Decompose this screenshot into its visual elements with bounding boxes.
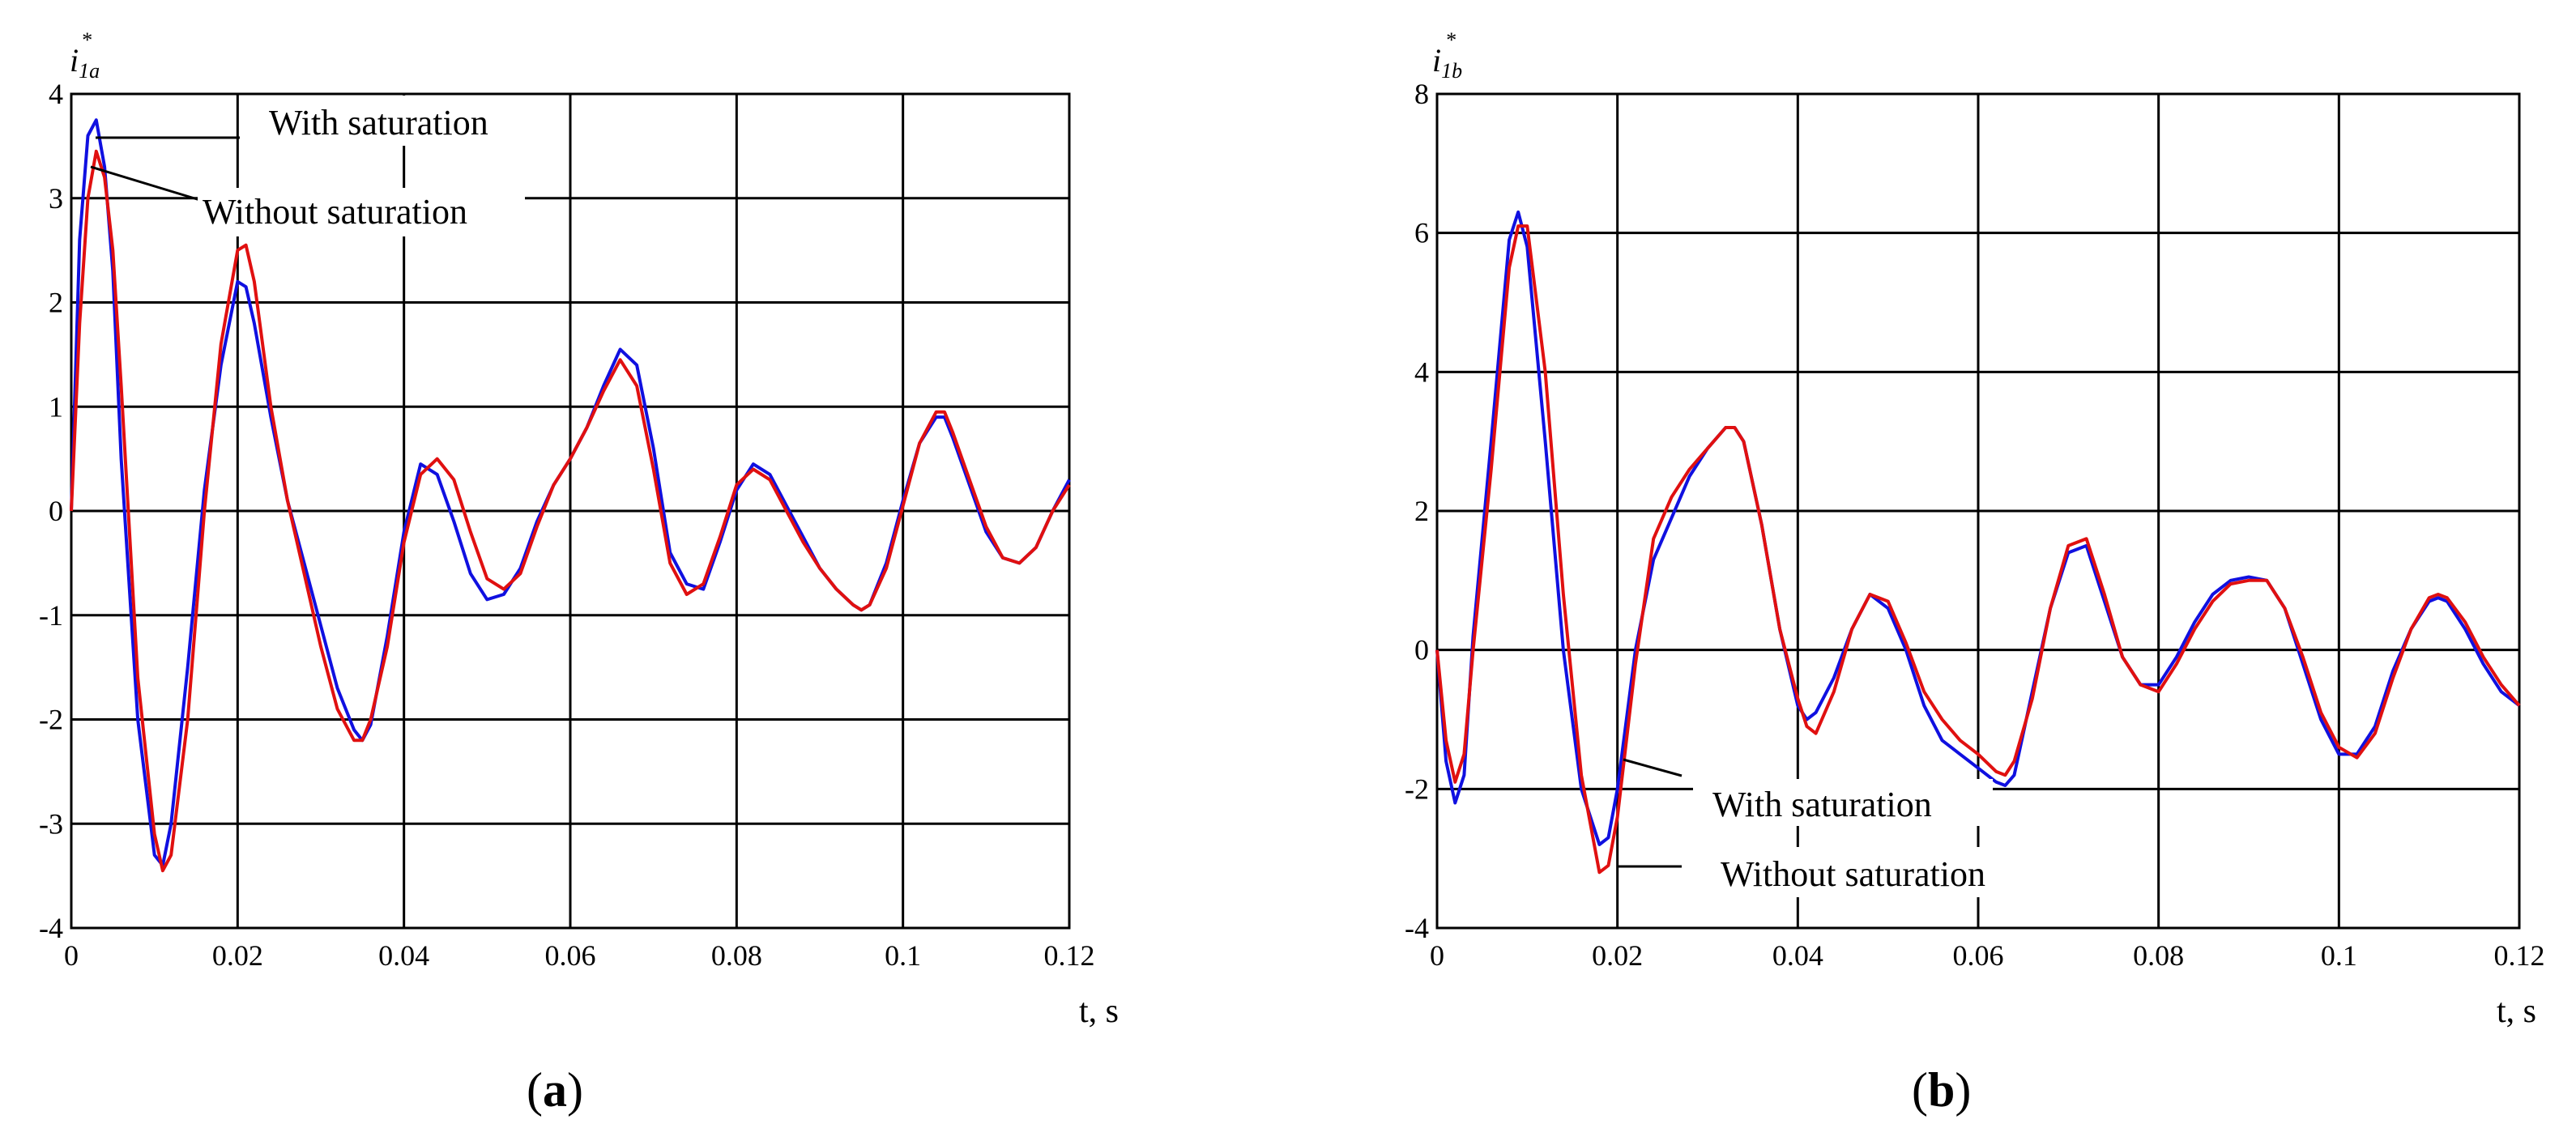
x-axis-label-a: t, s <box>1079 993 1119 1030</box>
annotation-with-saturation-a: With saturation <box>269 103 488 143</box>
x-tick-label-b-0: 0 <box>1430 939 1444 972</box>
x-tick-label-a-3: 0.06 <box>545 939 596 972</box>
y-tick-label-a-0: -4 <box>39 912 63 944</box>
y-tick-label-a-5: 1 <box>49 390 63 423</box>
y-tick-label-a-1: -3 <box>39 807 63 840</box>
y-tick-label-b-0: -4 <box>1405 912 1429 944</box>
x-tick-label-a-0: 0 <box>64 939 79 972</box>
x-tick-label-a-5: 0.1 <box>885 939 921 972</box>
annotation-with-saturation-b: With saturation <box>1712 785 1932 824</box>
annotations-b: With saturation Without saturation <box>1619 758 2071 897</box>
y-tick-label-a-7: 3 <box>49 182 63 215</box>
chart-panel-b: 0 0.02 0.04 0.06 0.08 0.1 0.12 -4 -2 0 2 4 6 8 With s… <box>1405 28 2545 1117</box>
panel-paren-open-b: ( <box>1912 1063 1928 1117</box>
x-axis-label-b: t, s <box>2497 993 2536 1030</box>
y-tick-label-a-6: 2 <box>49 287 63 319</box>
series-line-b-without-saturation <box>1435 224 2521 875</box>
ylabel-base-b: i <box>1432 42 1441 79</box>
x-tick-label-b-3: 0.06 <box>1953 939 2004 972</box>
x-tick-label-b-1: 0.02 <box>1592 939 1643 972</box>
leader-without-saturation-a <box>90 165 203 202</box>
ylabel-base-a: i <box>70 42 79 79</box>
x-tick-label-a-6: 0.12 <box>1044 939 1095 972</box>
y-tick-label-b-2: 0 <box>1414 634 1429 666</box>
annotation-bg-with-saturation-a <box>243 96 535 146</box>
annotation-without-saturation-a: Without saturation <box>203 192 467 232</box>
annotation-without-saturation-b: Without saturation <box>1721 854 1985 894</box>
y-tick-label-a-2: -2 <box>39 704 63 736</box>
y-tick-label-b-3: 2 <box>1414 495 1429 527</box>
ylabel-sup-a: * <box>81 28 92 52</box>
leader-with-saturation-b <box>1623 758 1683 777</box>
grid-b <box>1435 92 2521 930</box>
panel-paren-open-a: ( <box>527 1063 543 1117</box>
panel-paren-close-b: ) <box>1955 1063 1971 1117</box>
ylabel-sup-b: * <box>1445 28 1456 52</box>
y-tick-label-a-8: 4 <box>49 78 63 110</box>
grid-a <box>70 92 1071 930</box>
panel-letter-b: b <box>1928 1063 1955 1117</box>
x-tick-label-b-2: 0.04 <box>1772 939 1823 972</box>
series-group-b <box>1435 210 2521 875</box>
panel-label-a: (a) <box>527 1063 583 1117</box>
y-axis-label-b: i1b <box>1432 42 1462 83</box>
annotation-bg-without-saturation-b <box>1698 847 2071 897</box>
ylabel-sub-b: 1b <box>1441 59 1462 83</box>
y-tick-label-b-5: 6 <box>1414 217 1429 249</box>
y-tick-label-a-3: -1 <box>39 599 63 632</box>
x-tick-label-a-4: 0.08 <box>711 939 762 972</box>
x-tick-label-b-5: 0.1 <box>2321 939 2357 972</box>
annotations-a: With saturation Without saturation <box>90 96 535 236</box>
x-tick-label-a-1: 0.02 <box>212 939 263 972</box>
ylabel-sub-a: 1a <box>79 59 100 83</box>
y-tick-label-b-4: 4 <box>1414 355 1429 388</box>
annotation-bg-without-saturation-a <box>198 188 525 236</box>
series-line-a-without-saturation <box>70 149 1071 873</box>
series-group-a <box>70 118 1071 873</box>
x-tick-label-b-6: 0.12 <box>2494 939 2545 972</box>
chart-panel-a: 0 0.02 0.04 0.06 0.08 0.1 0.12 -4 -3 -2 -1 0 1 2 3 4 Wi… <box>39 28 1119 1117</box>
panel-letter-a: a <box>543 1063 567 1117</box>
y-tick-label-b-6: 8 <box>1414 78 1429 110</box>
annotation-bg-with-saturation-b <box>1693 779 1993 826</box>
panel-label-b: (b) <box>1912 1063 1971 1117</box>
panel-paren-close-a: ) <box>567 1063 583 1117</box>
y-tick-label-a-4: 0 <box>49 495 63 527</box>
y-tick-label-b-1: -2 <box>1405 773 1429 805</box>
x-tick-label-a-2: 0.04 <box>378 939 429 972</box>
axis-ticks-a: 0 0.02 0.04 0.06 0.08 0.1 0.12 -4 -3 -2 -1 0 1 2 3 4 <box>39 78 1095 972</box>
x-tick-label-b-4: 0.08 <box>2133 939 2184 972</box>
y-axis-label-a: i1a <box>70 42 100 83</box>
axis-ticks-b: 0 0.02 0.04 0.06 0.08 0.1 0.12 -4 -2 0 2 4 6 8 <box>1405 78 2545 972</box>
